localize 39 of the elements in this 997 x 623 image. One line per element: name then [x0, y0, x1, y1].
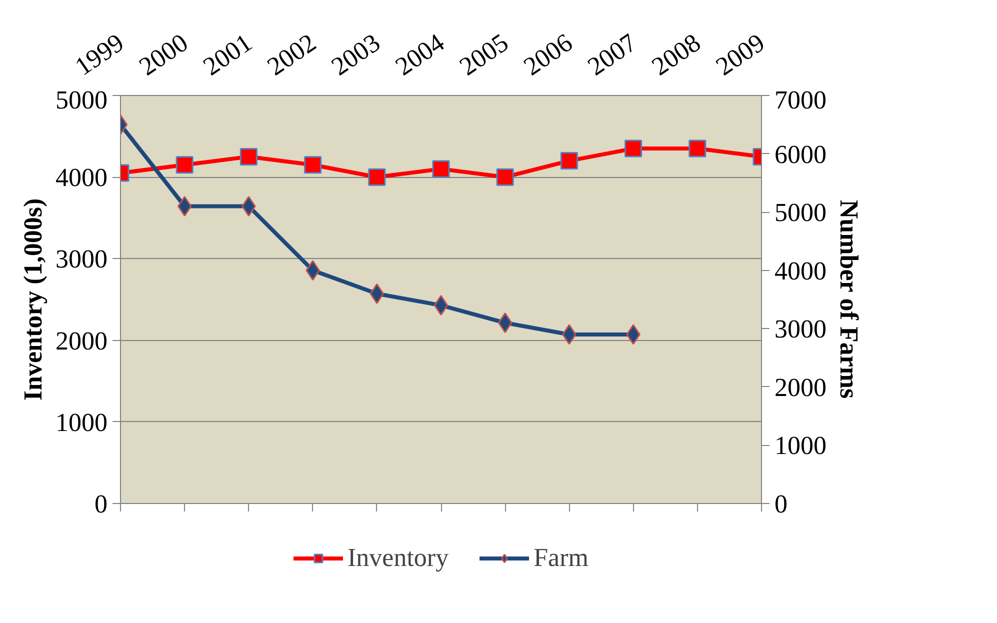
x-tick-label: 1999 [70, 28, 130, 82]
legend-label: Inventory [348, 543, 449, 573]
y2-tick-label: 2000 [774, 372, 826, 402]
legend-label: Farm [534, 543, 588, 573]
x-tick-label: 2002 [262, 28, 322, 82]
y2-axis-title: Number of Farms [834, 200, 864, 399]
y2-tick-label: 5000 [774, 198, 826, 228]
y2-tick-label: 7000 [774, 86, 826, 114]
y-tick-label: 5000 [56, 86, 108, 114]
x-tick-label: 2005 [454, 28, 514, 82]
y-tick-label: 4000 [56, 163, 108, 192]
y-axis-title: Inventory (1,000s) [18, 198, 48, 401]
point [434, 295, 448, 316]
x-tick-label: 2008 [646, 28, 706, 82]
y2-tick-label: 3000 [774, 314, 826, 344]
point [176, 156, 194, 174]
x-tick-label: 2000 [134, 28, 194, 82]
point [432, 160, 450, 178]
y2-tick-label: 1000 [774, 431, 826, 460]
x-tick-label: 2001 [198, 28, 258, 82]
point [624, 140, 642, 158]
point [368, 168, 386, 186]
y2-tick-label: 4000 [774, 256, 826, 286]
point [496, 168, 514, 186]
x-tick-label: 2009 [710, 28, 770, 82]
y2-tick-label: 0 [774, 490, 788, 518]
y-tick-label: 3000 [56, 244, 108, 274]
y-tick-label: 1000 [56, 408, 108, 437]
x-tick-label: 2007 [582, 28, 642, 82]
point [304, 156, 322, 174]
point [688, 140, 706, 158]
x-tick-label: 2006 [518, 28, 578, 82]
y-tick-label: 2000 [56, 326, 108, 356]
y-tick-label: 0 [94, 490, 108, 518]
point [240, 148, 258, 166]
x-tick-label: 2004 [390, 28, 450, 82]
x-tick-label: 2003 [326, 28, 386, 82]
point [560, 152, 578, 170]
y2-tick-label: 6000 [774, 140, 826, 169]
